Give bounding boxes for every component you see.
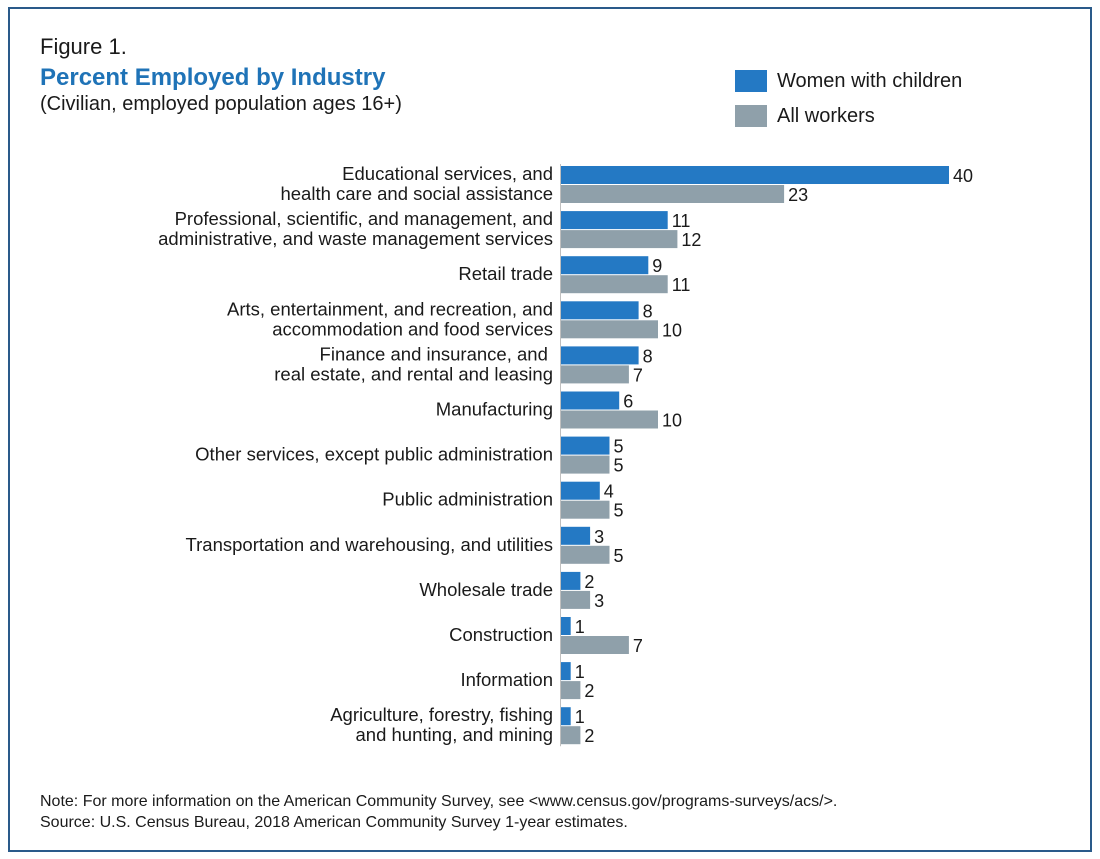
chart-subtitle: (Civilian, employed population ages 16+) xyxy=(40,93,402,115)
category-label-agriculture-forestry-fishing-and-hunting-and-mining: Agriculture, forestry, fishing and huntin… xyxy=(330,704,553,745)
category-label-information: Information xyxy=(460,669,553,690)
value-label-women-with-children-arts-entertainment-and-recreation-and-accommodation-and-food-services: 8 xyxy=(643,301,653,321)
bar-all-workers-arts-entertainment-and-recreation-and-accommodation-and-food-services xyxy=(561,320,658,339)
value-label-all-workers-information: 2 xyxy=(584,681,594,701)
bar-all-workers-educational-services-and-health-care-and-social-assistance xyxy=(561,185,785,203)
note-text: Note: For more information on the Americ… xyxy=(40,793,838,810)
legend-label-women-with-children: Women with children xyxy=(777,69,963,92)
bar-all-workers-manufacturing xyxy=(561,410,658,429)
value-label-all-workers-other-services-except-public-administration: 5 xyxy=(614,456,624,476)
chart-notes: Note: For more information on the Americ… xyxy=(40,791,837,833)
bar-all-workers-construction xyxy=(561,636,629,654)
value-label-women-with-children-information: 1 xyxy=(575,662,585,682)
legend-item-all-workers: All workers xyxy=(735,104,875,128)
bar-women-with-children-retail-trade xyxy=(561,256,649,275)
legend-item-women-with-children: Women with children xyxy=(735,69,962,93)
bar-all-workers-retail-trade xyxy=(561,275,668,294)
value-label-women-with-children-retail-trade: 9 xyxy=(652,256,662,276)
legend-swatch-all-workers xyxy=(735,105,767,127)
value-label-all-workers-wholesale-trade: 3 xyxy=(594,591,604,611)
category-label-educational-services-and-health-care-and-social-assistance: Educational services, and health care and… xyxy=(280,163,553,204)
category-label-finance-and-insurance-and-real-estate-and-rental-and-leasing: Finance and insurance, and real estate, … xyxy=(274,343,553,384)
bar-all-workers-finance-and-insurance-and-real-estate-and-rental-and-leasing xyxy=(561,365,629,384)
category-label-arts-entertainment-and-recreation-and-accommodation-and-food-services: Arts, entertainment, and recreation, and… xyxy=(227,298,553,339)
value-label-all-workers-agriculture-forestry-fishing-and-hunting-and-mining: 2 xyxy=(584,726,594,746)
value-label-women-with-children-public-administration: 4 xyxy=(604,482,614,502)
figure-label: Figure 1. xyxy=(40,34,127,59)
bar-women-with-children-information xyxy=(561,662,571,681)
bar-women-with-children-educational-services-and-health-care-and-social-assistance xyxy=(561,166,949,184)
bar-women-with-children-arts-entertainment-and-recreation-and-accommodation-and-food-services xyxy=(561,301,639,320)
category-label-retail-trade: Retail trade xyxy=(458,263,553,284)
bar-women-with-children-finance-and-insurance-and-real-estate-and-rental-and-leasing xyxy=(561,346,639,365)
value-label-women-with-children-manufacturing: 6 xyxy=(623,392,633,412)
bar-all-workers-professional-scientific-and-management-and-administrative-and-waste-management-services xyxy=(561,230,678,249)
value-label-all-workers-public-administration: 5 xyxy=(614,501,624,521)
category-label-professional-scientific-and-management-and-administrative-and-waste-management-services: Professional, scientific, and management… xyxy=(158,208,553,249)
chart-title: Percent Employed by Industry xyxy=(40,64,386,91)
bar-women-with-children-professional-scientific-and-management-and-administrative-and-waste-management-services xyxy=(561,211,668,230)
bar-women-with-children-public-administration xyxy=(561,481,600,500)
value-label-all-workers-professional-scientific-and-management-and-administrative-and-waste-management-services: 12 xyxy=(681,230,701,250)
figure-frame xyxy=(8,7,1092,852)
bar-all-workers-transportation-and-warehousing-and-utilities xyxy=(561,545,610,564)
value-label-women-with-children-finance-and-insurance-and-real-estate-and-rental-and-leasing: 8 xyxy=(643,346,653,366)
category-label-construction: Construction xyxy=(449,624,553,645)
bar-women-with-children-other-services-except-public-administration xyxy=(561,436,610,455)
value-label-women-with-children-professional-scientific-and-management-and-administrative-and-waste-management-services: 11 xyxy=(672,211,691,231)
value-label-all-workers-transportation-and-warehousing-and-utilities: 5 xyxy=(614,546,624,566)
value-label-women-with-children-educational-services-and-health-care-and-social-assistance: 40 xyxy=(953,166,973,186)
legend-swatch-women-with-children xyxy=(735,70,767,92)
value-label-women-with-children-other-services-except-public-administration: 5 xyxy=(614,437,624,457)
value-label-women-with-children-construction: 1 xyxy=(575,617,585,637)
value-label-all-workers-arts-entertainment-and-recreation-and-accommodation-and-food-services: 10 xyxy=(662,320,682,340)
category-label-public-administration: Public administration xyxy=(382,489,553,510)
bar-women-with-children-manufacturing xyxy=(561,391,620,410)
value-label-all-workers-construction: 7 xyxy=(633,636,643,656)
legend-label-all-workers: All workers xyxy=(777,104,875,127)
category-label-other-services-except-public-administration: Other services, except public administra… xyxy=(195,444,553,465)
category-label-transportation-and-warehousing-and-utilities: Transportation and warehousing, and util… xyxy=(186,534,553,555)
value-label-all-workers-manufacturing: 10 xyxy=(662,411,682,431)
bar-women-with-children-agriculture-forestry-fishing-and-hunting-and-mining xyxy=(561,707,571,726)
value-label-all-workers-finance-and-insurance-and-real-estate-and-rental-and-leasing: 7 xyxy=(633,365,643,385)
category-label-wholesale-trade: Wholesale trade xyxy=(419,579,553,600)
value-label-women-with-children-transportation-and-warehousing-and-utilities: 3 xyxy=(594,527,604,547)
source-text: Source: U.S. Census Bureau, 2018 America… xyxy=(40,814,628,831)
bar-all-workers-wholesale-trade xyxy=(561,590,591,609)
value-label-women-with-children-agriculture-forestry-fishing-and-hunting-and-mining: 1 xyxy=(575,707,585,727)
bar-women-with-children-construction xyxy=(561,617,571,635)
category-label-manufacturing: Manufacturing xyxy=(436,399,553,420)
bar-all-workers-agriculture-forestry-fishing-and-hunting-and-mining xyxy=(561,726,581,745)
bar-women-with-children-transportation-and-warehousing-and-utilities xyxy=(561,526,591,545)
bar-women-with-children-wholesale-trade xyxy=(561,571,581,590)
value-label-all-workers-educational-services-and-health-care-and-social-assistance: 23 xyxy=(788,185,808,205)
bar-all-workers-other-services-except-public-administration xyxy=(561,455,610,474)
value-label-all-workers-retail-trade: 11 xyxy=(672,275,691,295)
bar-all-workers-information xyxy=(561,681,581,700)
bar-all-workers-public-administration xyxy=(561,500,610,519)
value-label-women-with-children-wholesale-trade: 2 xyxy=(584,572,594,592)
